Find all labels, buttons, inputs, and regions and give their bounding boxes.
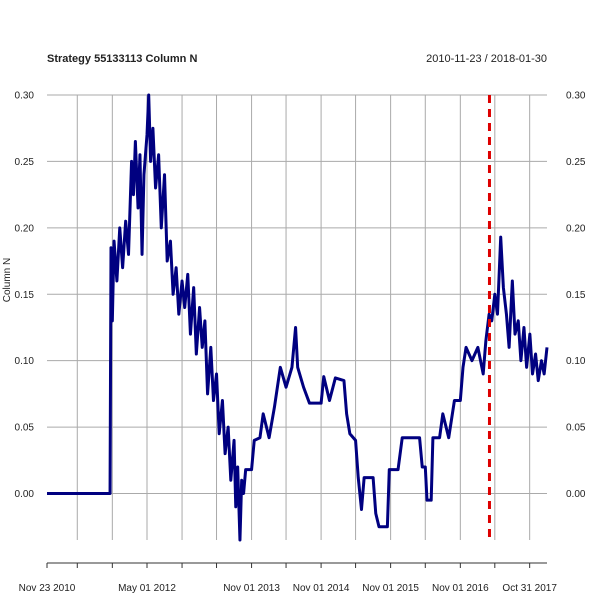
y-tick-label-right: 0.00 [566,489,586,500]
y-tick-label-right: 0.25 [566,157,586,168]
y-tick-label: 0.30 [15,91,35,102]
y-axis-right: 0.00 0.05 0.10 0.15 0.20 0.25 0.30 [566,91,586,501]
y-tick-label: 0.10 [15,356,35,367]
y-tick-label: 0.00 [15,489,35,500]
y-tick-label-right: 0.15 [566,290,586,301]
y-axis-left: 0.00 0.05 0.10 0.15 0.20 0.25 0.30 [15,91,35,501]
x-tick-label: Nov 01 2016 [432,583,489,594]
y-axis-label: Column N [2,258,13,302]
series-line [47,93,549,542]
series-group [47,93,549,542]
y-tick-label-right: 0.10 [566,356,586,367]
grid [47,94,547,540]
x-tick-label: Oct 31 2017 [502,583,557,594]
y-tick-label: 0.20 [15,223,35,234]
x-tick-label: May 01 2012 [118,583,176,594]
y-tick-label: 0.05 [15,423,35,434]
x-axis: Nov 23 2010 May 01 2012 Nov 01 2013 Nov 01 … [19,562,557,594]
y-tick-label: 0.25 [15,157,35,168]
x-tick-label: Nov 01 2015 [362,583,419,594]
x-tick-label: Nov 01 2014 [293,583,350,594]
y-tick-label: 0.15 [15,290,35,301]
x-tick-label: Nov 01 2013 [223,583,280,594]
chart-title: Strategy 55133113 Column N [47,53,197,65]
y-tick-label-right: 0.30 [566,91,586,102]
y-tick-label-right: 0.05 [566,423,586,434]
x-tick-label: Nov 23 2010 [19,583,76,594]
date-range-label: 2010-11-23 / 2018-01-30 [426,53,547,65]
y-tick-label-right: 0.20 [566,223,586,234]
